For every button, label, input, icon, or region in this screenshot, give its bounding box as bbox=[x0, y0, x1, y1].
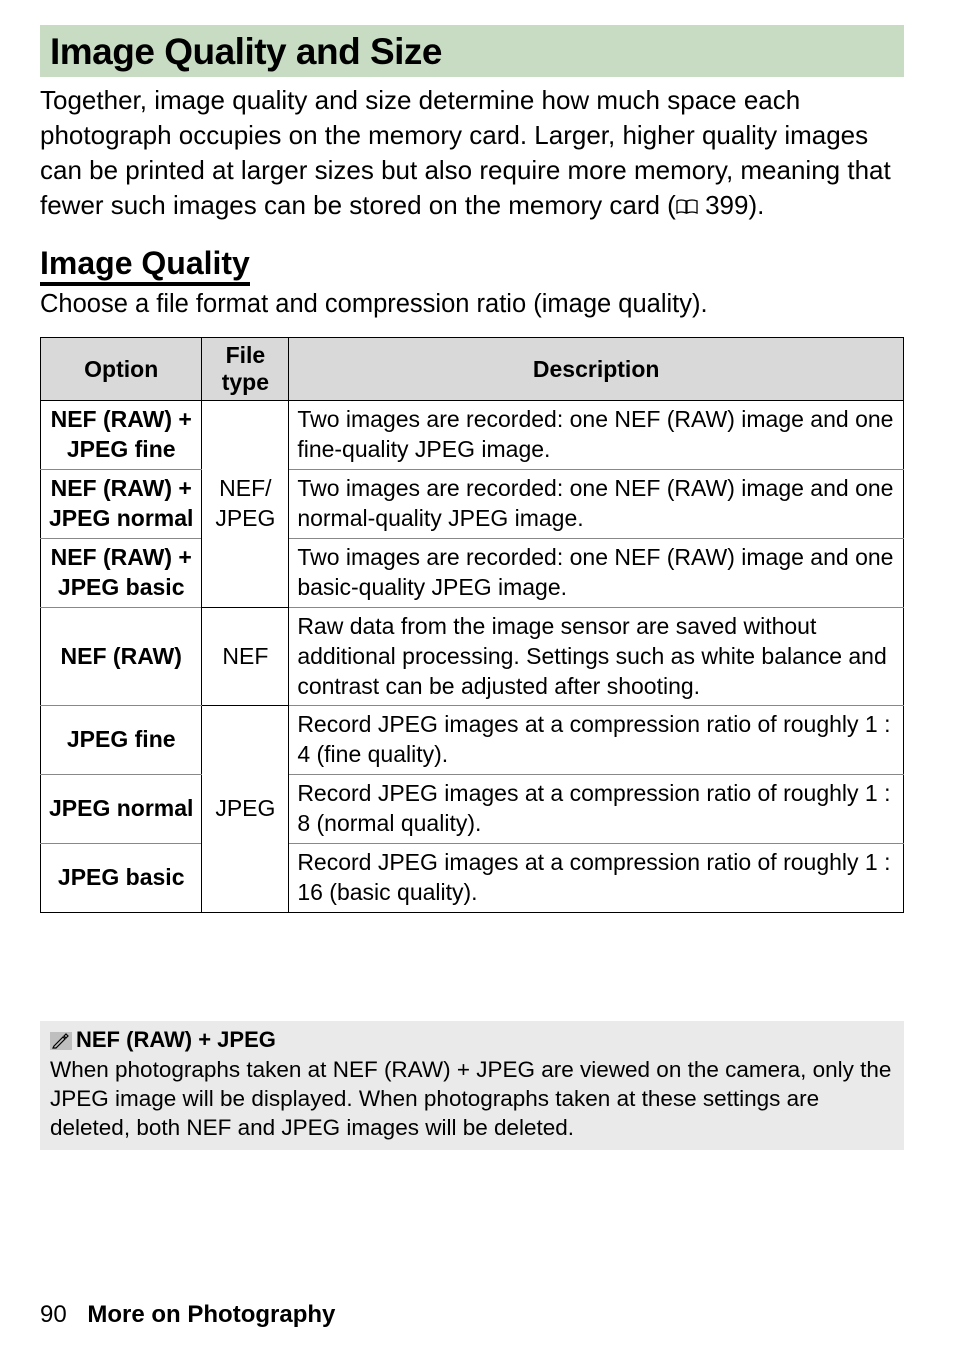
col-option: Option bbox=[41, 338, 202, 401]
note-box: NEF (RAW) + JPEG When photographs taken … bbox=[40, 1021, 904, 1151]
table-row: JPEG basic Record JPEG images at a compr… bbox=[41, 843, 904, 912]
col-description: Description bbox=[289, 338, 904, 401]
table-row: NEF (RAW) +JPEG fine NEF/JPEG Two images… bbox=[41, 401, 904, 470]
filetype-line2: JPEG bbox=[215, 505, 275, 531]
option-cell: JPEG basic bbox=[41, 843, 202, 912]
note-title-text: NEF (RAW) + JPEG bbox=[76, 1027, 276, 1052]
desc-cell: Two images are recorded: one NEF (RAW) i… bbox=[289, 401, 904, 470]
page-ref-num: 399 bbox=[705, 190, 748, 220]
table-row: NEF (RAW) + JPEG basic Two images are rec… bbox=[41, 538, 904, 607]
table-header-row: Option File type Description bbox=[41, 338, 904, 401]
book-icon bbox=[676, 199, 698, 215]
subsection-desc: Choose a file format and compression rat… bbox=[40, 290, 904, 319]
option-line2: JPEG basic bbox=[58, 574, 185, 600]
desc-cell: Two images are recorded: one NEF (RAW) i… bbox=[289, 538, 904, 607]
chapter-name: More on Photography bbox=[87, 1301, 335, 1328]
table-row: JPEG normal Record JPEG images at a comp… bbox=[41, 775, 904, 844]
option-cell: NEF (RAW) bbox=[41, 607, 202, 706]
option-cell: NEF (RAW) + JPEG fine bbox=[41, 401, 202, 470]
option-line1: NEF (RAW) + bbox=[51, 475, 192, 501]
desc-cell: Raw data from the image sensor are saved… bbox=[289, 607, 904, 706]
option-line2: JPEG fine bbox=[67, 436, 176, 462]
page-number: 90 bbox=[40, 1301, 67, 1328]
table-row: JPEG fine JPEG Record JPEG images at a c… bbox=[41, 706, 904, 775]
pencil-icon bbox=[50, 1032, 72, 1050]
page-ref bbox=[698, 190, 705, 220]
option-cell: JPEG fine bbox=[41, 706, 202, 775]
option-cell: NEF (RAW) + JPEG normal bbox=[41, 470, 202, 539]
desc-cell: Record JPEG images at a compression rati… bbox=[289, 843, 904, 912]
intro-text-after: ). bbox=[748, 190, 764, 220]
option-line1: NEF (RAW) + bbox=[51, 544, 192, 570]
desc-cell: Two images are recorded: one NEF (RAW) i… bbox=[289, 470, 904, 539]
table-row: NEF (RAW) NEF Raw data from the image se… bbox=[41, 607, 904, 706]
option-line1: NEF (RAW) + bbox=[51, 406, 192, 432]
note-body: When photographs taken at NEF (RAW) + JP… bbox=[50, 1055, 894, 1143]
filetype-line1: NEF/ bbox=[219, 475, 271, 501]
filetype-cell: JPEG bbox=[202, 706, 289, 912]
option-cell: JPEG normal bbox=[41, 775, 202, 844]
col-filetype: File type bbox=[202, 338, 289, 401]
subsection-title: Image Quality bbox=[40, 245, 250, 286]
option-line2: JPEG normal bbox=[49, 505, 193, 531]
note-title-row: NEF (RAW) + JPEG bbox=[50, 1027, 894, 1053]
options-table: Option File type Description NEF (RAW) +… bbox=[40, 337, 904, 912]
desc-cell: Record JPEG images at a compression rati… bbox=[289, 706, 904, 775]
option-cell: NEF (RAW) + JPEG basic bbox=[41, 538, 202, 607]
section-title: Image Quality and Size bbox=[50, 31, 894, 73]
section-banner: Image Quality and Size bbox=[40, 25, 904, 77]
intro-paragraph: Together, image quality and size determi… bbox=[40, 83, 904, 223]
filetype-cell: NEF bbox=[202, 607, 289, 706]
desc-cell: Record JPEG images at a compression rati… bbox=[289, 775, 904, 844]
table-row: NEF (RAW) + JPEG normal Two images are re… bbox=[41, 470, 904, 539]
filetype-cell: NEF/JPEG bbox=[202, 401, 289, 607]
page-footer: 90 More on Photography bbox=[40, 1301, 335, 1329]
